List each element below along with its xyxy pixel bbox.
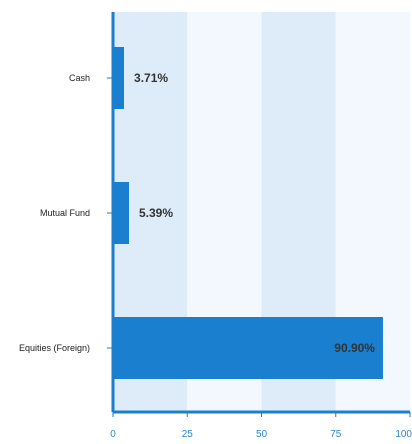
data-labels: 3.71% 5.39% 90.90% <box>134 71 375 355</box>
bar-0 <box>113 47 125 109</box>
data-label-0: 3.71% <box>134 71 168 85</box>
x-tick-labels: 0 25 50 75 100 <box>110 429 412 440</box>
axes <box>107 12 411 417</box>
x-tick-label-50: 50 <box>256 429 268 440</box>
x-tick-label-100: 100 <box>395 429 412 440</box>
category-label-2: Equities (Foreign) <box>19 343 90 353</box>
category-label-0: Cash <box>69 73 90 83</box>
bar-1 <box>113 182 130 244</box>
x-tick-label-0: 0 <box>110 429 116 440</box>
data-label-2: 90.90% <box>334 341 375 355</box>
x-tick-label-25: 25 <box>182 429 194 440</box>
x-tick-label-75: 75 <box>330 429 342 440</box>
category-label-1: Mutual Fund <box>40 208 90 218</box>
bar-2 <box>113 317 383 379</box>
data-label-1: 5.39% <box>139 206 173 220</box>
category-labels: Cash Mutual Fund Equities (Foreign) <box>19 73 90 353</box>
bars <box>113 47 383 379</box>
